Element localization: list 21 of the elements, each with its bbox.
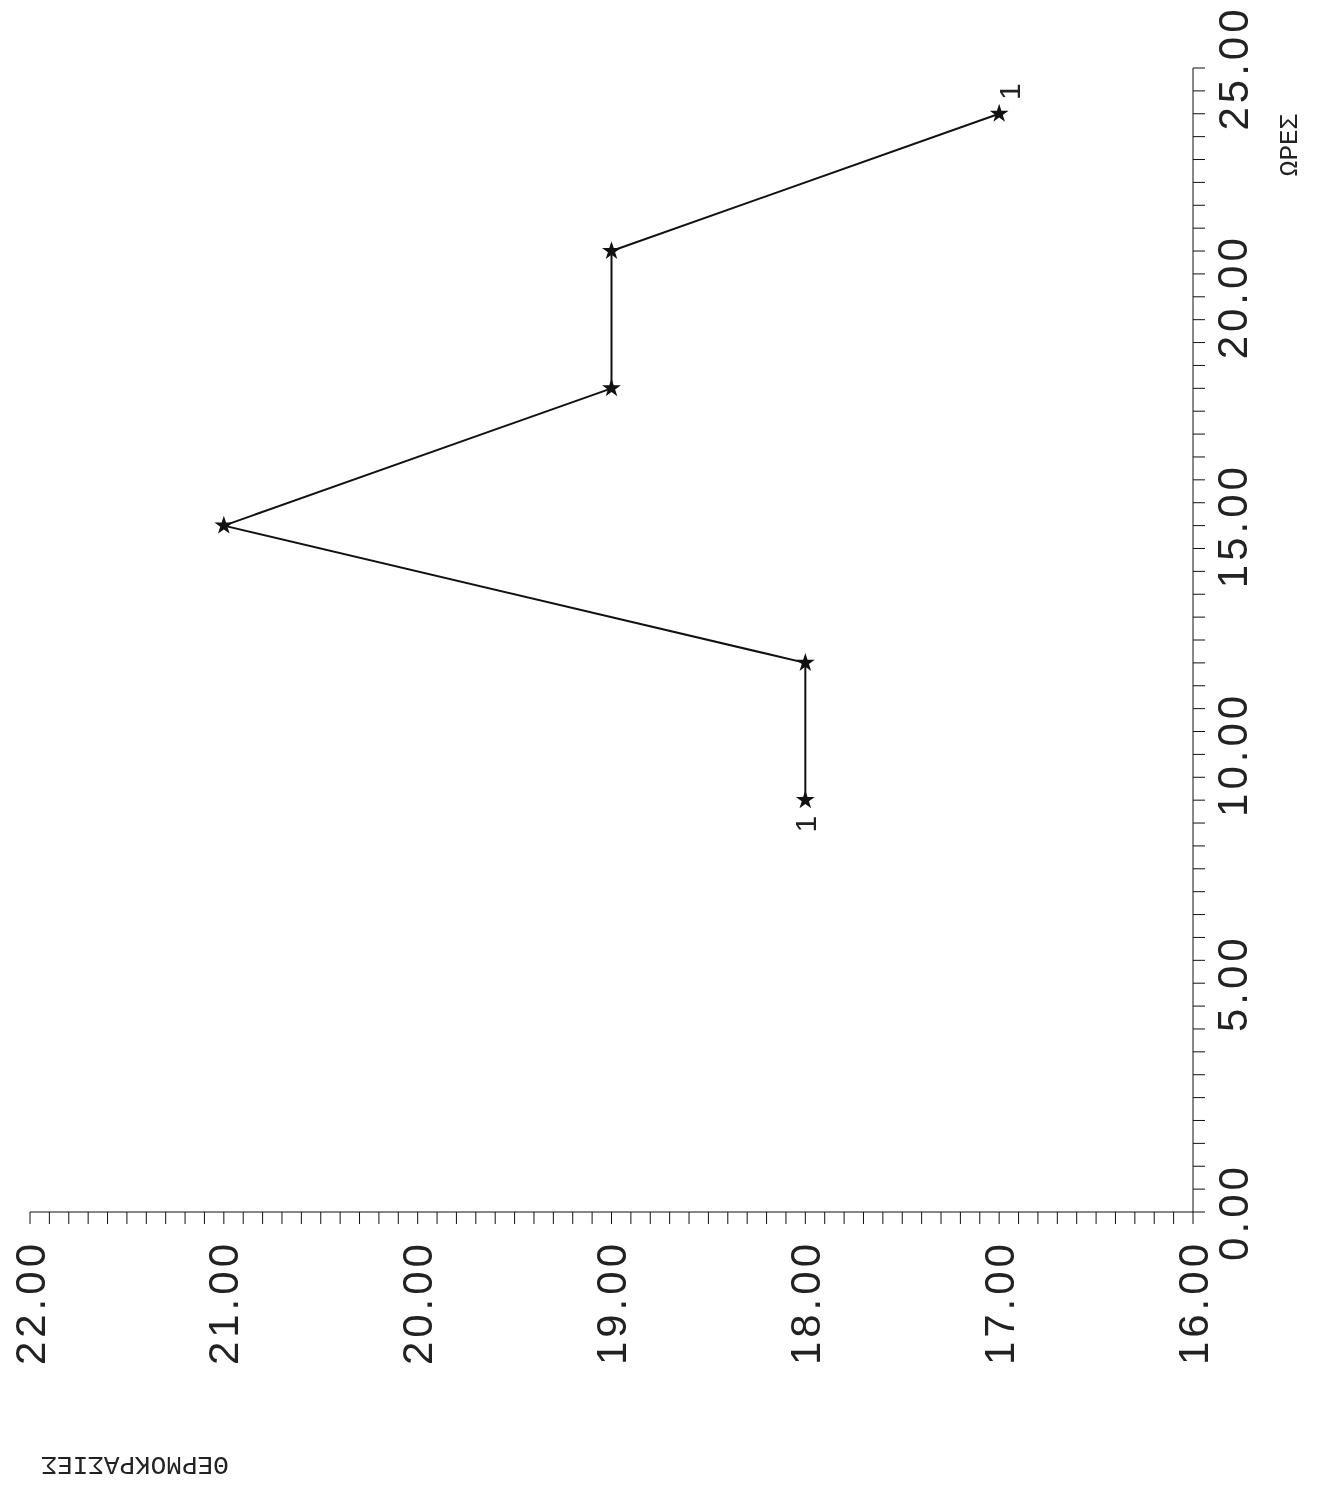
point: [795, 790, 815, 809]
point: [795, 652, 815, 671]
annotation: 1: [788, 815, 822, 833]
x-tick-label: 18.00: [781, 1240, 829, 1366]
y-tick-label: 20.00: [1209, 234, 1257, 360]
x-tick-label: 22.00: [6, 1240, 54, 1366]
x-tick-label: 17.00: [975, 1240, 1023, 1366]
x-tick-label: 20.00: [394, 1240, 442, 1366]
point: [214, 515, 234, 534]
point: [602, 241, 621, 260]
annotation: 1: [992, 83, 1026, 101]
x-tick-label: 21.00: [200, 1240, 248, 1366]
point: [989, 103, 1009, 122]
y-tick-label: 25.00: [1209, 5, 1257, 131]
y-tick-label: 5.00: [1209, 934, 1257, 1033]
y-axis-title: ΩΡΕΣ: [1275, 113, 1305, 177]
y-tick-label: 15.00: [1209, 463, 1257, 589]
point: [602, 378, 621, 397]
x-axis-title: ΘΕΡΜΟΚΡΑΣΙΕΣ: [40, 1449, 229, 1479]
x-tick-label: 19.00: [588, 1240, 635, 1366]
y-tick-label: 10.00: [1209, 691, 1257, 817]
